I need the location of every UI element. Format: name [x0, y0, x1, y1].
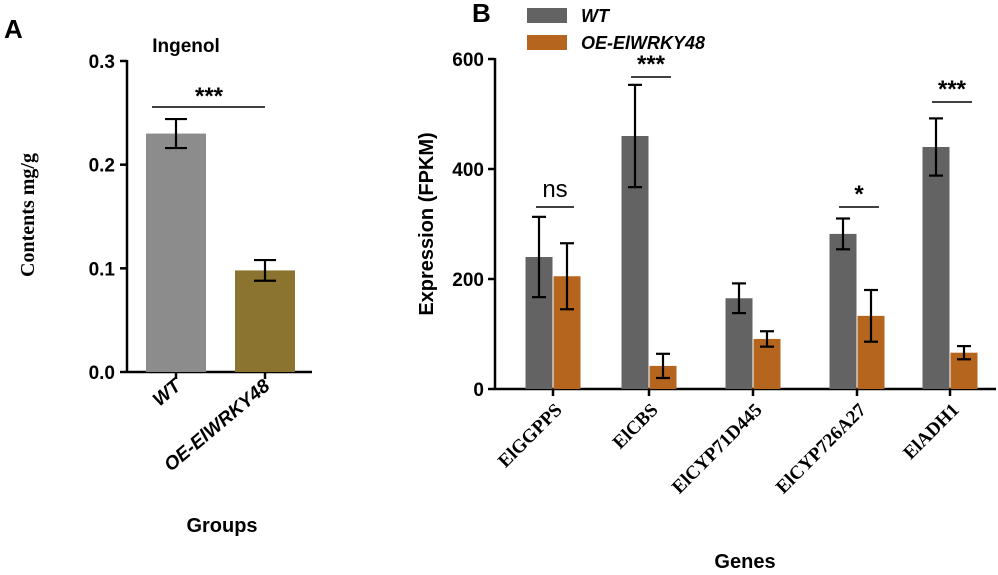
panel-b-y-tick-label: 0 — [473, 380, 484, 401]
panel-b-x-tick-label: ElCYP71D445 — [668, 400, 766, 498]
panel-a-y-axis-title: Contents mg/g — [17, 153, 39, 277]
panel-a-chart: A 0.00.10.20.3WTOE-ElWRKY48***IngenolGro… — [4, 14, 312, 537]
panel-a-y-tick-label: 0.0 — [89, 363, 115, 384]
panel-a-x-axis-title: Groups — [186, 515, 257, 537]
panel-b-y-axis-title: Expression (FPKM) — [416, 132, 438, 315]
panel-a-bar — [235, 270, 295, 372]
panel-b-legend-swatch — [527, 35, 567, 50]
panel-b-y-tick-label: 600 — [452, 50, 484, 71]
panel-b-legend-label: OE-ElWRKY48 — [581, 33, 705, 53]
panel-a-significance-label: *** — [195, 83, 224, 110]
panel-b-y-tick-label: 400 — [452, 160, 484, 181]
panel-b-significance-label: * — [854, 181, 864, 208]
panel-b-x-tick-label: ElCYP726A27 — [772, 399, 871, 498]
panel-b-bar — [829, 233, 857, 389]
panel-b-y-tick-label: 200 — [452, 270, 484, 291]
panel-b-legend-label: WT — [581, 6, 611, 26]
panel-a-letter: A — [4, 14, 23, 44]
panel-b-chart: B 0 200 400 600 ElGGPPS ns ElCBS *** ElCYP71D445… — [416, 0, 996, 573]
panel-a-x-tick-label: WT — [149, 375, 186, 411]
panel-a-y-tick-label: 0.1 — [89, 259, 116, 280]
panel-b-bar — [922, 147, 950, 389]
panel-b-x-tick-label: ElADH1 — [899, 400, 963, 464]
panel-b-x-axis-title: Genes — [714, 551, 775, 573]
panel-b-significance-label: *** — [938, 76, 967, 103]
panel-b-x-tick-label: ElCBS — [609, 400, 663, 454]
panel-a-y-tick-label: 0.3 — [89, 52, 115, 73]
panel-b-legend-swatch — [527, 8, 567, 23]
panel-b-significance-label: *** — [637, 51, 666, 78]
panel-a-bar — [146, 133, 206, 372]
panel-b-x-tick-label: ElGGPPS — [494, 400, 566, 472]
panel-a-y-tick-label: 0.2 — [89, 156, 115, 177]
panel-b-significance-label: ns — [542, 176, 567, 203]
panel-a-title: Ingenol — [152, 36, 220, 57]
panel-b-letter: B — [472, 0, 491, 28]
